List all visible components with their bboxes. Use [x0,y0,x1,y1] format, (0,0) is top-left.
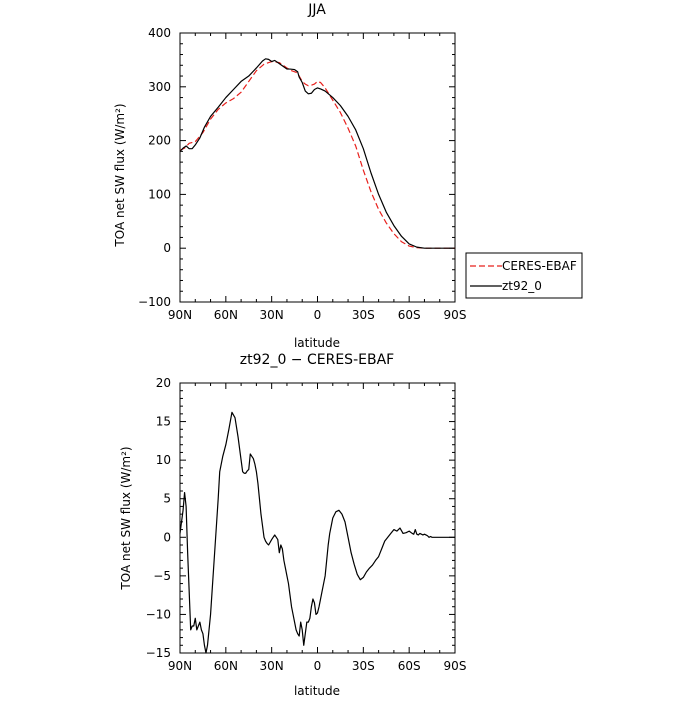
top-series-line-ceres-ebaf [179,60,455,249]
bottom-series [179,411,455,654]
top-y-tick-label: 300 [148,80,171,94]
bottom-x-tick-label: 0 [314,659,322,673]
top-x-axis-label: latitude [294,336,340,350]
bottom-x-tick-label: 90N [168,659,192,673]
top-series-line-zt92-0 [179,58,455,249]
top-ticks: 90N 60N 30N 0 30S 60S 90S −100 0 100 200 300 400 [138,26,466,322]
legend-box [465,252,583,299]
top-y-tick-label: 100 [148,187,171,201]
bottom-x-tick-label: 90S [444,659,467,673]
bottom-x-tick-label: 30N [260,659,284,673]
top-y-tick-label: −100 [138,295,171,309]
bottom-series-line-difference [179,411,455,654]
top-x-tick-label: 60N [214,308,238,322]
bottom-y-tick-label: 15 [156,415,171,429]
top-x-tick-label: 60S [398,308,421,322]
bottom-y-tick-label: 10 [156,453,171,467]
bottom-y-tick-label: −15 [146,646,171,660]
bottom-chart: zt92_0 − CERES-EBAF 90N 60N 30N 0 30S 60S 90S −… [119,352,466,698]
bottom-ticks: 90N 60N 30N 0 30S 60S 90S −15 −10 −5 0 5 10 15 20 [146,376,467,673]
top-chart-title: JJA [307,2,326,18]
legend-label-ceres: CERES-EBAF [502,259,577,273]
bottom-x-tick-label: 30S [352,659,375,673]
top-y-tick-label: 200 [148,134,171,148]
top-plot-frame [179,32,456,303]
bottom-x-axis-label: latitude [294,684,340,698]
top-x-tick-label: 0 [314,308,322,322]
top-x-tick-label: 90N [168,308,192,322]
top-series [179,58,455,249]
bottom-x-tick-label: 60N [214,659,238,673]
top-x-tick-label: 30N [260,308,284,322]
bottom-y-tick-label: −5 [153,569,171,583]
top-x-tick-label: 90S [444,308,467,322]
legend: CERES-EBAF zt92_0 [465,252,583,299]
bottom-y-axis-label: TOA net SW flux (W/m²) [119,446,133,590]
top-x-tick-label: 30S [352,308,375,322]
bottom-x-tick-label: 60S [398,659,421,673]
bottom-y-tick-label: 5 [163,492,171,506]
top-y-axis-label: TOA net SW flux (W/m²) [113,103,127,247]
bottom-y-tick-label: −10 [146,607,171,621]
top-y-tick-label: 0 [163,241,171,255]
bottom-y-tick-label: 0 [163,530,171,544]
top-y-tick-label: 400 [148,26,171,40]
legend-label-zt92: zt92_0 [502,279,542,293]
bottom-chart-title: zt92_0 − CERES-EBAF [240,352,394,368]
bottom-y-tick-label: 20 [156,376,171,390]
top-chart: JJA 90N 60N 30N 0 30S 60S 90S −100 0 100 200 300 400… [113,2,583,350]
